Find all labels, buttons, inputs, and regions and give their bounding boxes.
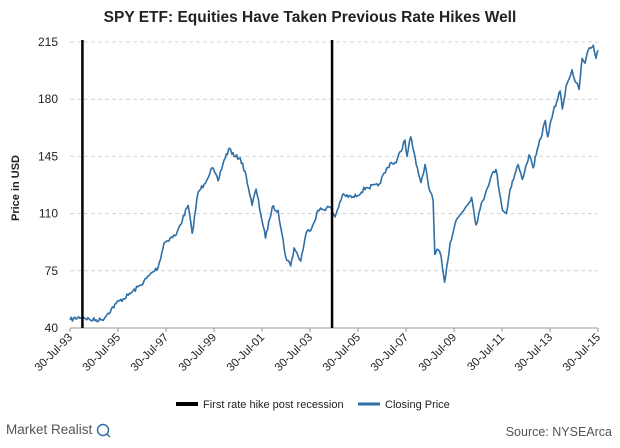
reference-lines (81, 40, 334, 328)
x-tick-label: 30-Jul-97 (129, 332, 171, 374)
x-tick-label: 30-Jul-09 (417, 332, 459, 374)
legend-label-rate-hike: First rate hike post recession (203, 399, 344, 411)
y-axis-ticks: 40 75 110 145 180 215 (38, 35, 58, 335)
x-tick-label: 30-Jul-99 (177, 332, 219, 374)
x-tick-label: 30-Jul-93 (33, 332, 75, 374)
source-note: Source: NYSEArca (506, 425, 612, 439)
y-tick-label: 75 (45, 264, 59, 278)
chart-title: SPY ETF: Equities Have Taken Previous Ra… (104, 9, 517, 26)
legend: First rate hike post recession Closing P… (176, 399, 450, 411)
logo-globe-icon (96, 423, 110, 437)
x-tick-label: 30-Jul-07 (369, 332, 411, 374)
x-tick-label: 30-Jul-95 (81, 332, 123, 374)
x-tick-label: 30-Jul-05 (321, 332, 363, 374)
y-tick-label: 180 (38, 92, 58, 106)
series-line-closing-price (69, 44, 599, 323)
x-axis-ticks: 30-Jul-93 30-Jul-95 30-Jul-97 30-Jul-99 30-J… (33, 328, 603, 374)
x-tick-label: 30-Jul-13 (513, 332, 555, 374)
legend-label-closing-price: Closing Price (385, 399, 450, 411)
x-tick-label: 30-Jul-03 (273, 332, 315, 374)
y-tick-label: 40 (45, 321, 59, 335)
y-tick-label: 145 (38, 149, 58, 163)
series-layer (69, 44, 599, 323)
gridlines (70, 41, 598, 272)
x-tick-label: 30-Jul-01 (225, 332, 267, 374)
brand-name: Market Realist (6, 422, 93, 437)
logo-handle-icon (106, 433, 111, 438)
y-axis-title: Price in USD (10, 155, 22, 221)
x-tick-label: 30-Jul-15 (561, 332, 603, 374)
market-realist-logo: Market Realist (6, 422, 111, 438)
x-tick-label: 30-Jul-11 (465, 332, 507, 374)
y-tick-label: 110 (39, 207, 58, 221)
y-tick-label: 215 (38, 35, 58, 49)
